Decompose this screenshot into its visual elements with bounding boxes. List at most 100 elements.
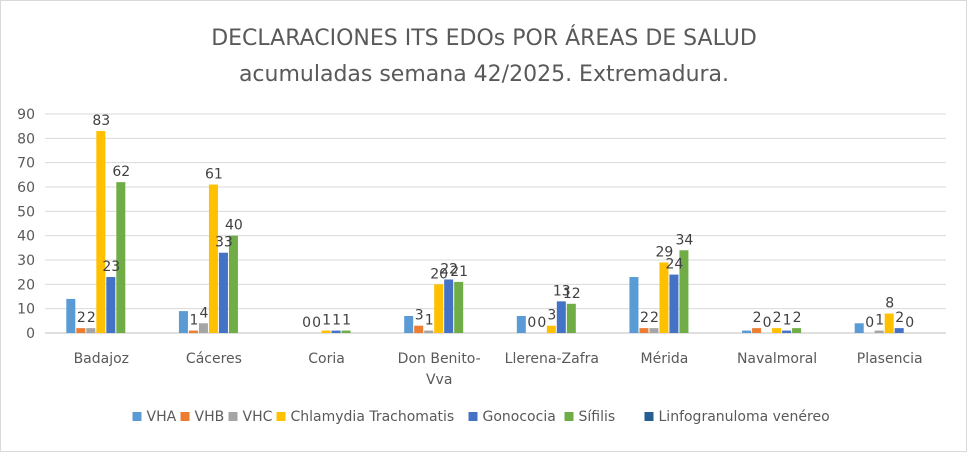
- bar: [434, 284, 444, 333]
- bar: [659, 262, 669, 333]
- bar: [96, 131, 106, 333]
- bar: [198, 323, 208, 333]
- data-label: 40: [225, 218, 243, 234]
- bar: [629, 277, 639, 333]
- y-tick-label: 10: [17, 302, 35, 318]
- data-label: 2: [87, 310, 96, 326]
- data-label: 24: [666, 257, 684, 273]
- category-label: Plasencia: [857, 351, 923, 367]
- bar: [414, 325, 424, 333]
- data-label: 1: [332, 313, 341, 329]
- legend-label: VHC: [243, 409, 273, 425]
- bar: [874, 330, 884, 333]
- bar: [341, 330, 351, 333]
- bar: [679, 250, 689, 333]
- bar: [649, 328, 659, 333]
- y-tick-label: 40: [17, 229, 35, 245]
- data-label: 0: [865, 315, 874, 331]
- data-label: 1: [875, 313, 884, 329]
- data-label: 0: [905, 315, 914, 331]
- data-label: 2: [77, 310, 86, 326]
- data-label: 2: [640, 310, 649, 326]
- bar: [639, 328, 649, 333]
- data-label: 83: [92, 113, 110, 129]
- data-label: 61: [205, 167, 223, 183]
- data-label: 1: [189, 313, 198, 329]
- bar: [669, 274, 679, 333]
- legend-swatch: [468, 412, 478, 421]
- category-label: Llerena-Zafra: [505, 351, 599, 367]
- bar: [454, 281, 464, 333]
- legend-label: Linfogranuloma venéreo: [659, 409, 830, 425]
- y-tick-label: 90: [17, 107, 35, 123]
- data-label: 1: [322, 313, 331, 329]
- data-label: 23: [102, 259, 120, 275]
- chart-title: DECLARACIONES ITS EDOs POR ÁREAS DE SALU…: [211, 25, 757, 51]
- legend-swatch: [644, 412, 654, 421]
- data-label: 20: [430, 266, 448, 282]
- bar: [566, 303, 576, 333]
- bar: [894, 328, 904, 333]
- bar: [76, 328, 86, 333]
- data-label: 8: [885, 296, 894, 312]
- data-label: 0: [763, 315, 772, 331]
- bar: [188, 330, 198, 333]
- bar: [792, 328, 802, 333]
- category-label: Cáceres: [186, 351, 242, 367]
- data-label: 22: [440, 261, 458, 277]
- legend-swatch: [228, 412, 238, 421]
- y-tick-label: 50: [17, 204, 35, 220]
- data-label: 3: [547, 308, 556, 324]
- bar: [742, 330, 752, 333]
- bar: [752, 328, 762, 333]
- category-label: Badajoz: [74, 351, 129, 367]
- bar: [884, 313, 894, 333]
- data-label: 34: [676, 232, 694, 248]
- data-label: 2: [753, 310, 762, 326]
- bar: [178, 311, 188, 333]
- y-tick-label: 0: [26, 326, 35, 342]
- data-label: 3: [415, 308, 424, 324]
- bar: [228, 235, 238, 333]
- bar: [208, 184, 218, 333]
- bar: [772, 328, 782, 333]
- data-label: 0: [537, 315, 546, 331]
- legend-label: Chlamydia Trachomatis: [291, 409, 455, 425]
- data-label: 1: [783, 313, 792, 329]
- y-tick-label: 20: [17, 277, 35, 293]
- category-label: Navalmoral: [737, 351, 817, 367]
- chart-subtitle: acumuladas semana 42/2025. Extremadura.: [239, 62, 729, 87]
- data-label: 13: [553, 283, 571, 299]
- x-axis-categories: Badajoz Cáceres Coria Don Benito- Vva Llerena…: [74, 351, 923, 388]
- data-label: 1: [425, 313, 434, 329]
- y-tick-label: 80: [17, 131, 35, 147]
- y-tick-label: 60: [17, 180, 35, 196]
- bar: [516, 315, 526, 333]
- legend-label: VHA: [147, 409, 177, 425]
- data-label: 2: [793, 310, 802, 326]
- legend-swatch: [132, 412, 142, 421]
- data-label: 0: [527, 315, 536, 331]
- category-label: Coria: [308, 351, 345, 367]
- legend-swatch: [180, 412, 190, 421]
- gridlines: [45, 113, 946, 334]
- legend-label: VHB: [195, 409, 225, 425]
- legend-swatch: [276, 412, 286, 421]
- category-label: Mérida: [641, 351, 689, 367]
- data-label: 0: [302, 315, 311, 331]
- bar: [782, 330, 792, 333]
- bar: [546, 325, 556, 333]
- legend: VHA VHB VHC Chlamydia Trachomatis Gonococia S…: [132, 409, 830, 425]
- bars: [66, 131, 904, 333]
- bar: [106, 277, 116, 333]
- bar: [556, 301, 566, 333]
- data-label: 2: [773, 310, 782, 326]
- data-label: 29: [656, 244, 674, 260]
- data-label: 33: [215, 235, 233, 251]
- data-label: 2: [895, 310, 904, 326]
- y-tick-label: 30: [17, 253, 35, 269]
- bar: [444, 279, 454, 333]
- category-label: Vva: [426, 372, 452, 388]
